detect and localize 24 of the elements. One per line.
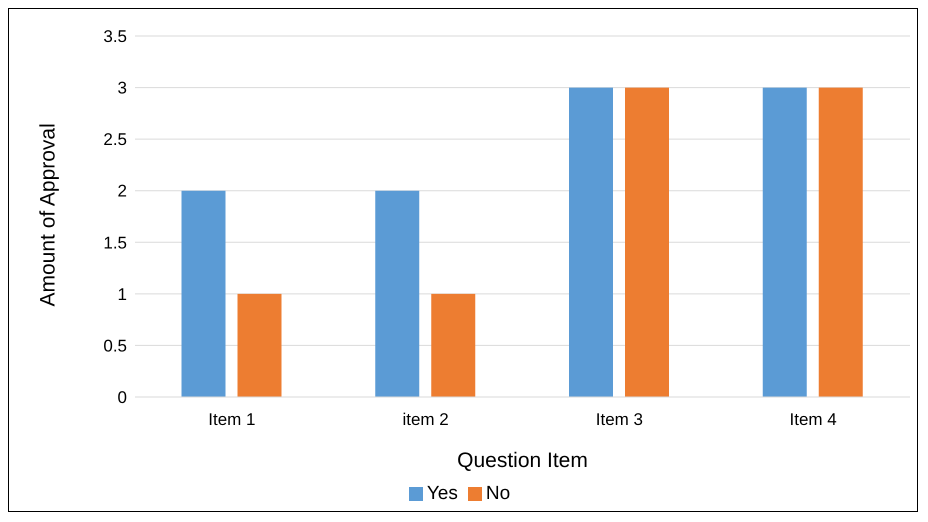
x-tick-label: Item 3 [596,410,643,430]
y-tick-label: 0 [118,388,127,408]
bar [762,88,807,397]
x-tick-label: Item 1 [208,410,256,430]
legend-label: No [486,483,510,504]
y-tick-label: 1 [118,284,127,304]
x-axis-title: Question Item [457,449,588,472]
y-tick-label: 3 [118,78,127,98]
y-tick-label: 0.5 [103,336,127,356]
bar [182,190,226,397]
y-tick-label: 2.5 [103,130,127,150]
bar [625,88,669,397]
y-tick-label: 3.5 [103,27,127,46]
y-tick-label: 2 [118,182,127,201]
x-tick-label: item 2 [402,410,449,430]
bar [238,294,282,397]
x-tick-label: Item 4 [790,410,837,430]
y-tick-label: 1.5 [103,233,127,252]
legend-label: Yes [426,483,458,504]
bar [431,294,476,397]
bar [569,88,613,397]
y-axis-title: Amount of Approval [36,123,60,306]
bar [818,88,863,397]
bar [375,190,420,397]
